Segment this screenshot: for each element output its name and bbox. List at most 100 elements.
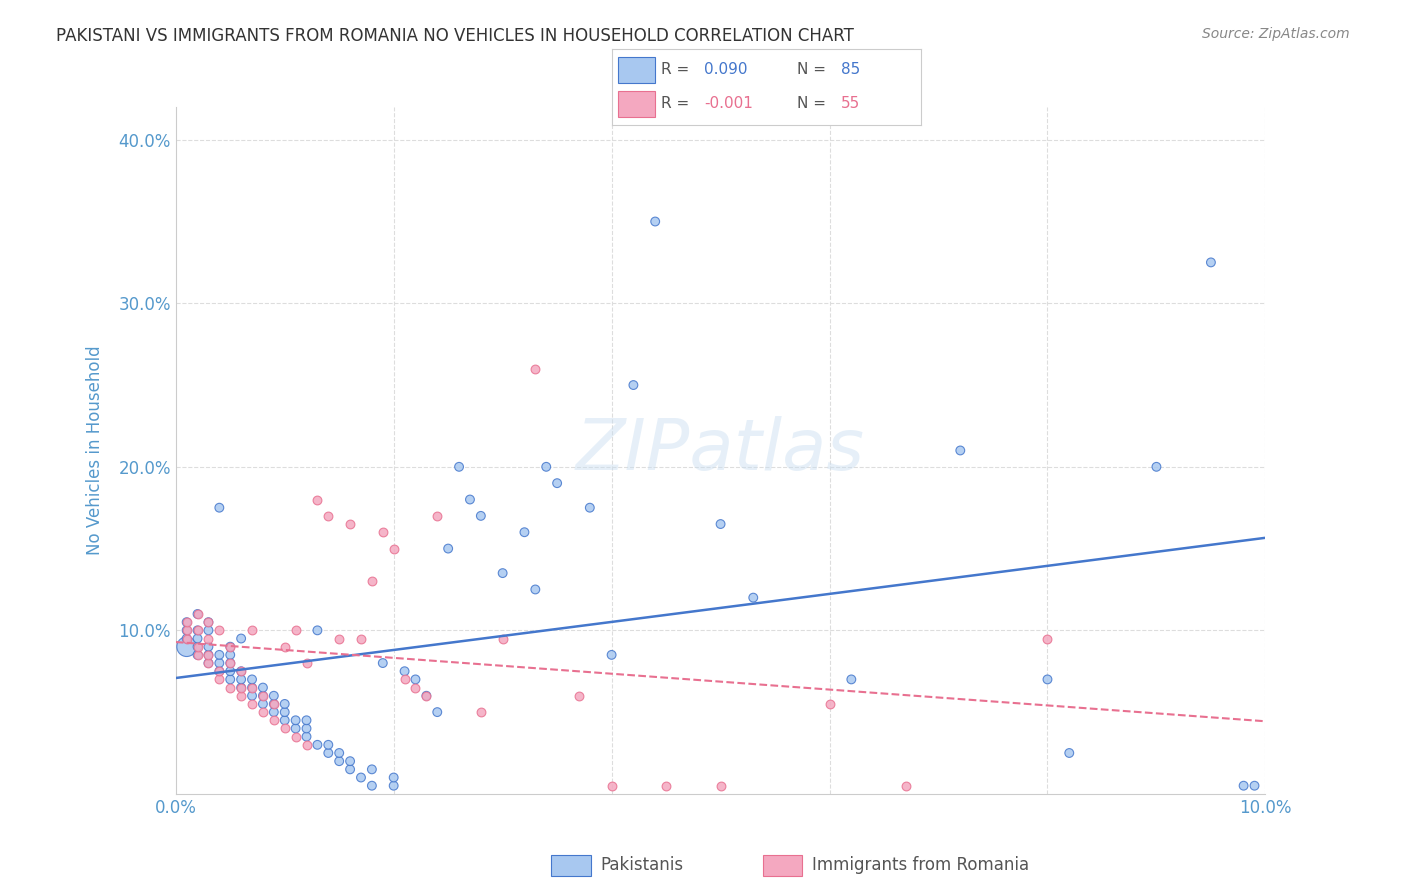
Point: [644, 214, 666, 228]
Bar: [617, 57, 655, 83]
Point: [1036, 673, 1059, 687]
Point: [284, 730, 307, 744]
Point: [394, 673, 416, 687]
Bar: [762, 855, 801, 876]
Point: [328, 632, 350, 646]
Point: [231, 673, 253, 687]
Point: [470, 705, 492, 719]
Text: Source: ZipAtlas.com: Source: ZipAtlas.com: [1202, 27, 1350, 41]
Point: [274, 697, 297, 711]
Point: [219, 656, 242, 670]
Point: [186, 640, 209, 654]
Point: [274, 714, 297, 728]
Point: [197, 648, 219, 662]
Point: [186, 640, 209, 654]
Point: [252, 705, 274, 719]
Point: [568, 689, 591, 703]
Point: [524, 582, 547, 597]
Text: Pakistanis: Pakistanis: [600, 856, 683, 874]
Point: [894, 779, 917, 793]
Point: [1057, 746, 1080, 760]
Point: [197, 624, 219, 638]
Text: N =: N =: [797, 96, 831, 112]
Point: [263, 689, 285, 703]
Point: [252, 689, 274, 703]
Point: [492, 632, 515, 646]
Point: [219, 640, 242, 654]
Point: [339, 762, 361, 776]
Point: [295, 722, 318, 736]
Point: [231, 681, 253, 695]
Text: 55: 55: [841, 96, 859, 112]
Point: [447, 459, 470, 474]
Text: R =: R =: [661, 62, 695, 77]
Point: [231, 632, 253, 646]
Point: [219, 648, 242, 662]
Point: [208, 673, 231, 687]
Point: [176, 615, 198, 630]
Point: [219, 656, 242, 670]
Point: [339, 516, 361, 531]
Point: [176, 632, 198, 646]
Point: [371, 525, 394, 540]
Point: [240, 681, 263, 695]
Point: [1243, 779, 1265, 793]
Point: [186, 648, 209, 662]
Point: [600, 648, 623, 662]
Point: [284, 722, 307, 736]
Point: [231, 689, 253, 703]
Point: [208, 664, 231, 679]
Text: Immigrants from Romania: Immigrants from Romania: [813, 856, 1029, 874]
Point: [534, 459, 557, 474]
Point: [949, 443, 972, 458]
Point: [1232, 779, 1256, 793]
Point: [458, 492, 481, 507]
Point: [252, 697, 274, 711]
Point: [176, 632, 198, 646]
Text: N =: N =: [797, 62, 831, 77]
Point: [240, 689, 263, 703]
Point: [284, 624, 307, 638]
Point: [252, 681, 274, 695]
Point: [208, 664, 231, 679]
Point: [263, 714, 285, 728]
Point: [197, 640, 219, 654]
Point: [208, 500, 231, 515]
Point: [208, 624, 231, 638]
Point: [240, 681, 263, 695]
Text: 0.090: 0.090: [704, 62, 748, 77]
Point: [546, 476, 568, 491]
Point: [176, 615, 198, 630]
Point: [360, 574, 382, 589]
Point: [415, 689, 437, 703]
Point: [197, 632, 219, 646]
Point: [710, 779, 733, 793]
Point: [524, 361, 547, 376]
Point: [742, 591, 765, 605]
Point: [307, 492, 329, 507]
Point: [350, 771, 373, 785]
Point: [197, 656, 219, 670]
Point: [382, 779, 405, 793]
Point: [231, 681, 253, 695]
Point: [600, 779, 623, 793]
Point: [263, 697, 285, 711]
Point: [328, 754, 350, 768]
Point: [208, 648, 231, 662]
Text: -0.001: -0.001: [704, 96, 754, 112]
Point: [186, 648, 209, 662]
Point: [360, 779, 382, 793]
Point: [426, 508, 449, 523]
Point: [655, 779, 678, 793]
Point: [492, 566, 515, 580]
Y-axis label: No Vehicles in Household: No Vehicles in Household: [87, 345, 104, 556]
Point: [240, 624, 263, 638]
Point: [295, 738, 318, 752]
Point: [360, 762, 382, 776]
Text: PAKISTANI VS IMMIGRANTS FROM ROMANIA NO VEHICLES IN HOUSEHOLD CORRELATION CHART: PAKISTANI VS IMMIGRANTS FROM ROMANIA NO …: [56, 27, 853, 45]
Point: [328, 746, 350, 760]
Point: [295, 714, 318, 728]
Point: [208, 656, 231, 670]
Point: [176, 624, 198, 638]
Bar: [617, 91, 655, 118]
